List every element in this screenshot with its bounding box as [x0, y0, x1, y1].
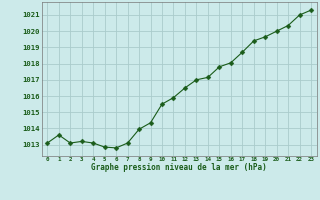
X-axis label: Graphe pression niveau de la mer (hPa): Graphe pression niveau de la mer (hPa)	[91, 163, 267, 172]
